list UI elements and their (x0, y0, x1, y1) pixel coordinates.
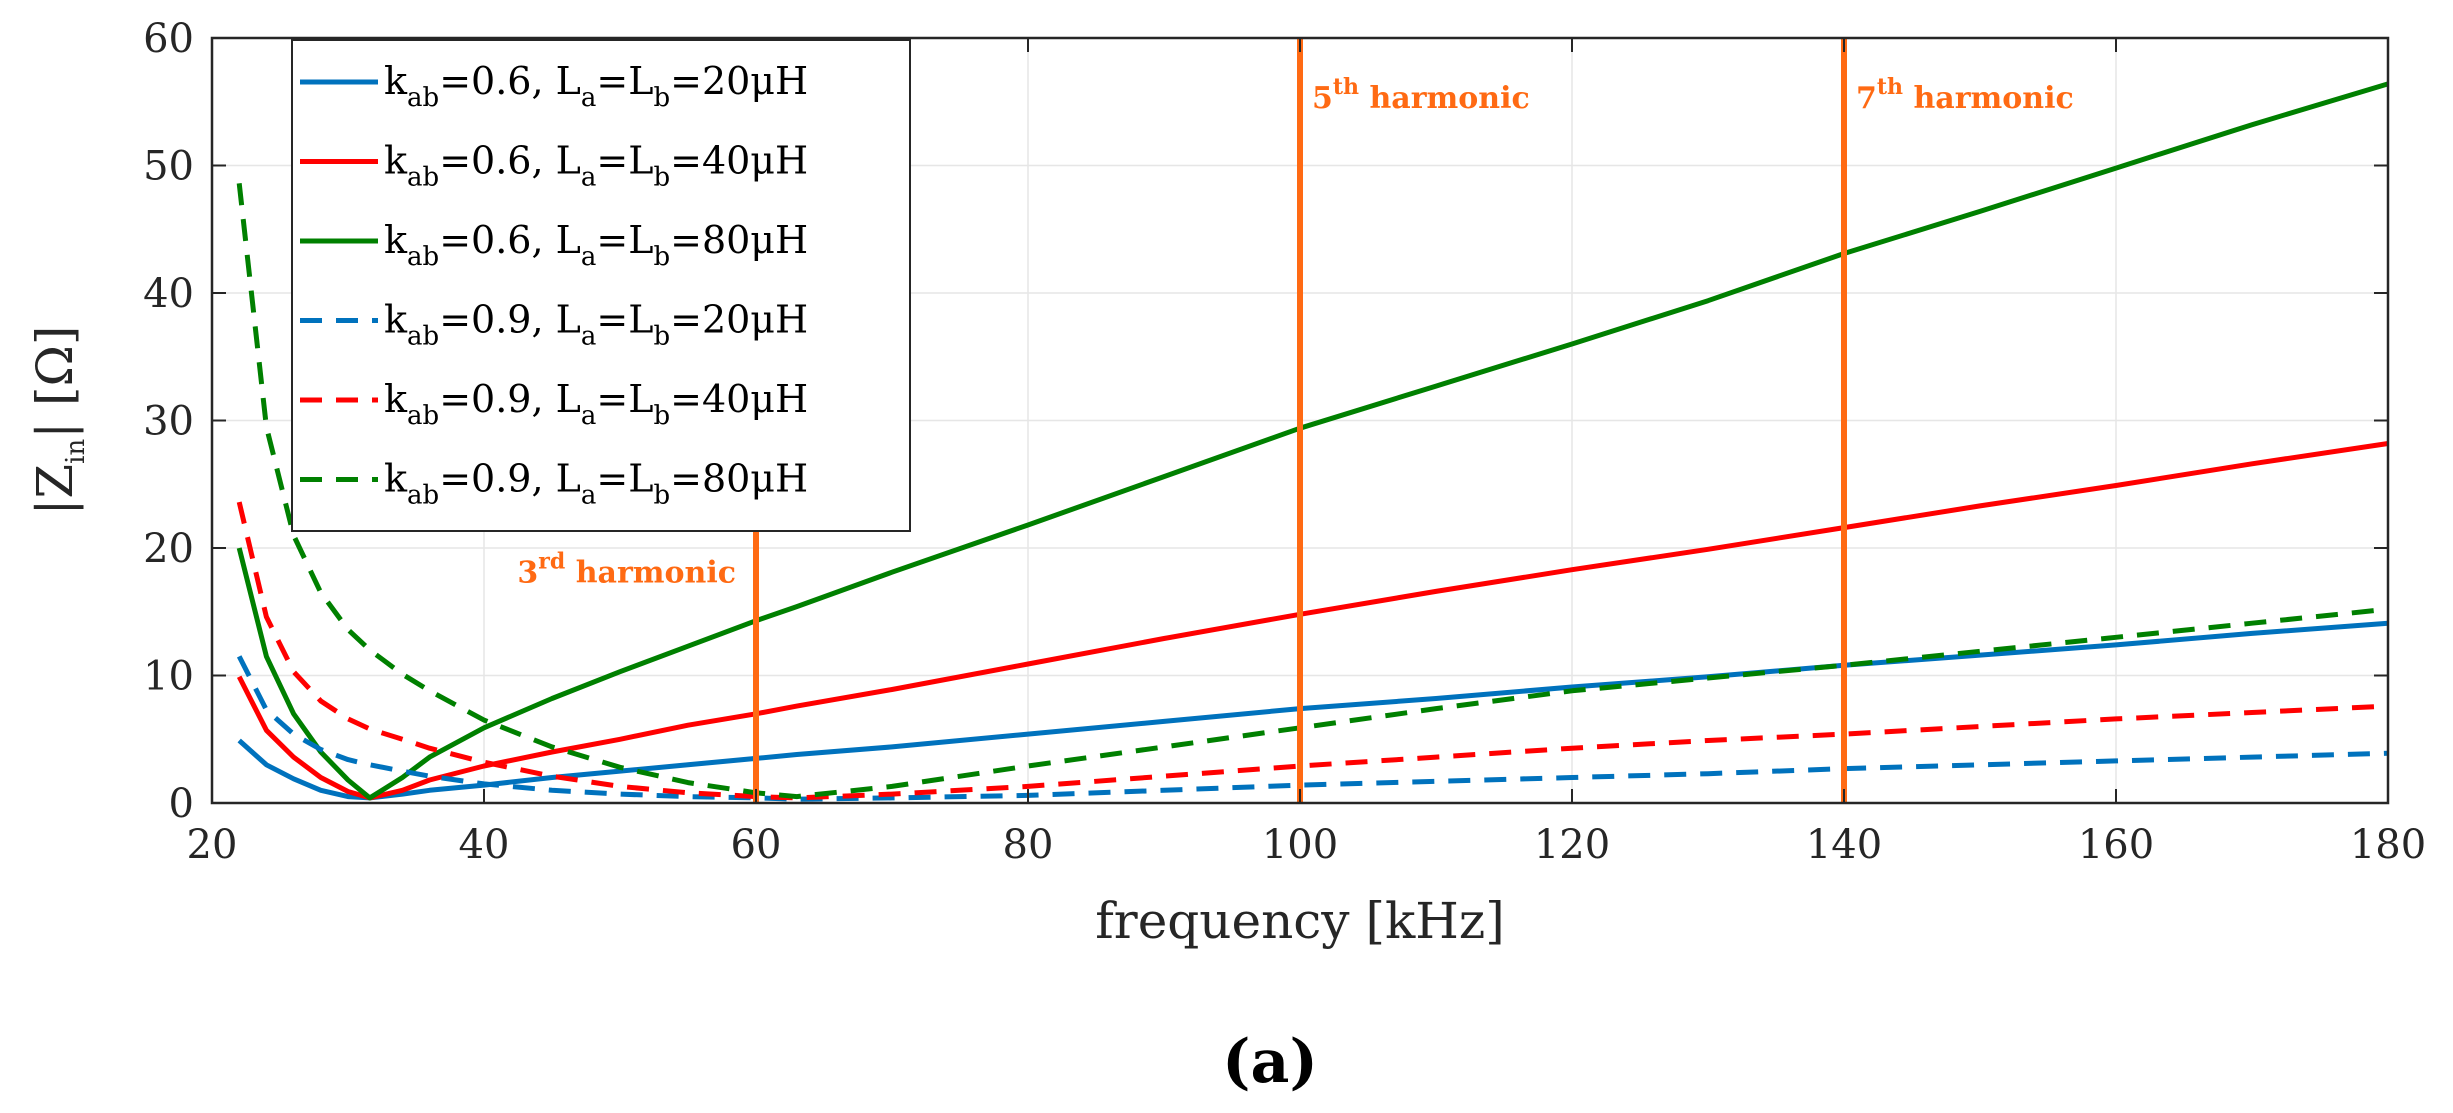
legend-entry-part: =0.9, L (439, 377, 581, 421)
harmonic-label-text: harmonic (565, 555, 736, 590)
series-line (236, 441, 2389, 801)
harmonic-label-text: harmonic (1359, 81, 1530, 116)
y-tick-label: 50 (143, 144, 194, 190)
legend-entry: kab=0.6, La=Lb=20μH (384, 59, 808, 113)
series-line (236, 81, 2389, 801)
legend-entry-part: b (653, 401, 670, 431)
legend-entry-part: k (384, 139, 408, 183)
legend-entry-part: b (653, 242, 670, 272)
legend-entry-part: =0.6, L (439, 59, 581, 103)
legend-entry-part: ab (407, 401, 439, 431)
legend-entry-part: =L (596, 139, 653, 183)
harmonic-label: 3rd harmonic (517, 548, 736, 590)
x-tick-label: 20 (187, 822, 238, 868)
legend-entry-part: ab (407, 242, 439, 272)
legend-entry: kab=0.9, La=Lb=80μH (384, 457, 808, 511)
axis-ticks: 20 40 60 80 100 120 140 160 180 0 10 20 30 40 50 60 (143, 16, 2426, 868)
harmonic-label-sup: th (1877, 74, 1903, 100)
legend-entry-part: =80μH (670, 457, 808, 501)
legend-entry-part: k (384, 298, 408, 342)
legend-entry-part: =80μH (670, 218, 808, 262)
y-tick-label: 20 (143, 526, 194, 572)
legend-entry-part: a (581, 481, 597, 511)
harmonic-label-text: harmonic (1903, 81, 2074, 116)
x-tick-label: 180 (2350, 822, 2426, 868)
legend-entry-part: =20μH (670, 298, 808, 342)
y-axis-label-sub: in (61, 439, 91, 464)
y-axis-label-post: | [Ω] (26, 326, 84, 439)
y-axis-label-pre: |Z (26, 464, 84, 516)
legend-entry-part: =0.9, L (439, 457, 581, 501)
legend-box (291, 39, 911, 532)
legend-entry-part: b (653, 481, 670, 511)
legend-entry-part: =0.6, L (439, 139, 581, 183)
y-tick-label: 30 (143, 399, 194, 445)
legend-entry-part: =0.6, L (439, 218, 581, 262)
y-tick-label: 60 (143, 16, 194, 62)
legend-entry-part: a (581, 83, 597, 113)
legend-entry: kab=0.6, La=Lb=80μH (384, 218, 808, 272)
legend-entry-part: b (653, 83, 670, 113)
harmonic-label-number: 5 (1312, 81, 1333, 116)
series-line (236, 183, 2389, 800)
y-tick-label: 40 (143, 271, 194, 317)
harmonic-label-sup: rd (538, 548, 565, 574)
legend-entry-part: a (581, 163, 597, 193)
legend-entry-part: =0.9, L (439, 298, 581, 342)
figure-caption: (a) (1222, 1027, 1318, 1097)
x-tick-label: 40 (459, 822, 510, 868)
x-tick-label: 60 (731, 822, 782, 868)
legend-entry-part: a (581, 242, 597, 272)
legend-entry: kab=0.6, La=Lb=40μH (384, 139, 808, 193)
legend-entry: kab=0.9, La=Lb=40μH (384, 377, 808, 431)
x-axis-label: frequency [kHz] (1095, 892, 1504, 950)
legend-entry-part: k (384, 59, 408, 103)
legend-entry-part: ab (407, 481, 439, 511)
harmonic-label-sup: th (1333, 74, 1359, 100)
legend-entry-part: k (384, 377, 408, 421)
y-tick-label: 10 (143, 654, 194, 700)
series-line (236, 501, 2389, 801)
y-tick-label: 0 (169, 781, 194, 827)
legend-entry-part: k (384, 218, 408, 262)
legend-entry-part: b (653, 322, 670, 352)
legend-entry-part: b (653, 163, 670, 193)
legend-entry-part: =40μH (670, 377, 808, 421)
x-tick-label: 80 (1003, 822, 1054, 868)
legend-entry-part: =L (596, 298, 653, 342)
legend-entry-part: ab (407, 83, 439, 113)
x-tick-label: 140 (1806, 822, 1882, 868)
harmonic-label: 5th harmonic (1312, 74, 1530, 116)
legend-entry: kab=0.9, La=Lb=20μH (384, 298, 808, 352)
legend-entry-part: =L (596, 377, 653, 421)
harmonic-label-number: 7 (1856, 81, 1877, 116)
legend-entry-part: ab (407, 163, 439, 193)
legend-entry-part: =L (596, 457, 653, 501)
x-tick-label: 160 (2078, 822, 2154, 868)
legend-entry-part: a (581, 322, 597, 352)
legend-entry-part: =40μH (670, 139, 808, 183)
legend-entry-part: =20μH (670, 59, 808, 103)
x-tick-label: 100 (1262, 822, 1338, 868)
harmonic-label: 7th harmonic (1856, 74, 2074, 116)
legend-entry-part: =L (596, 59, 653, 103)
legend-entry-part: a (581, 401, 597, 431)
y-axis-label: |Zin| [Ω] (26, 326, 91, 516)
legend-entry-part: =L (596, 218, 653, 262)
x-tick-label: 120 (1534, 822, 1610, 868)
legend-entry-part: k (384, 457, 408, 501)
plot-area (236, 81, 2389, 802)
harmonic-label-number: 3 (517, 555, 538, 590)
legend-entry-part: ab (407, 322, 439, 352)
